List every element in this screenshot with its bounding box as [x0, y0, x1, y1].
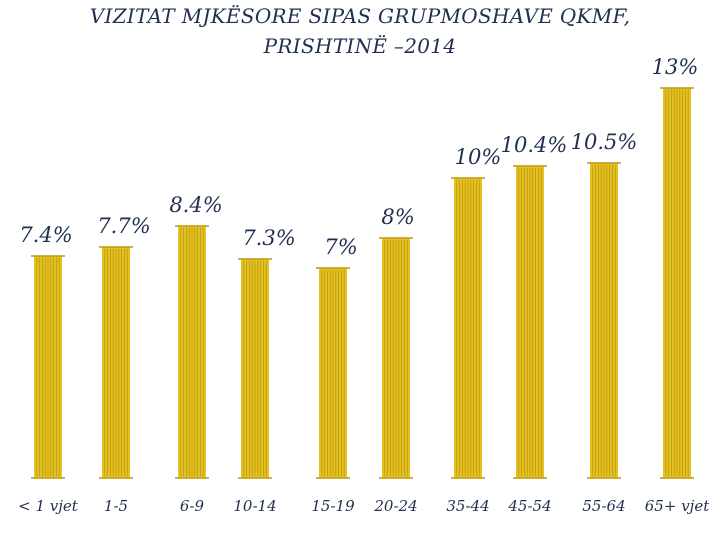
data-label: 7%	[324, 235, 357, 259]
bar-group	[99, 246, 133, 479]
x-tick-label: 65+ vjet	[645, 497, 710, 515]
bar-group	[451, 177, 485, 479]
bar-group	[587, 162, 621, 479]
bar-group	[31, 255, 65, 479]
x-tick-label: 20-24	[373, 497, 417, 515]
data-label: 10%	[455, 145, 502, 169]
data-label: 8%	[381, 205, 414, 229]
data-label: 8.4%	[169, 193, 222, 217]
x-tick-label: 35-44	[446, 497, 489, 515]
x-tick-label: 45-54	[507, 497, 551, 515]
data-label: 13%	[652, 55, 699, 79]
data-label: 7.4%	[19, 223, 72, 247]
x-tick-label: 15-19	[311, 497, 355, 515]
x-tick-label: 55-64	[582, 497, 625, 515]
data-label: 7.3%	[242, 226, 295, 250]
x-tick-label: < 1 vjet	[18, 497, 79, 515]
x-tick-label: 6-9	[180, 497, 205, 515]
bar-group	[379, 237, 413, 479]
bar-group	[660, 87, 694, 479]
data-label: 7.7%	[97, 214, 150, 238]
x-tick-label: 10-14	[233, 497, 276, 515]
bar-group	[513, 165, 547, 479]
x-tick-label: 1-5	[104, 497, 128, 515]
data-label: 10.5%	[571, 130, 638, 154]
bar-group	[175, 225, 209, 479]
data-label: 10.4%	[501, 133, 568, 157]
chart-title: VIZITAT MJKËSORE SIPAS GRUPMOSHAVE QKMF,	[89, 4, 631, 28]
bar-group	[316, 267, 350, 479]
bar-group	[238, 258, 272, 479]
chart-subtitle: PRISHTINË –2014	[263, 34, 457, 58]
